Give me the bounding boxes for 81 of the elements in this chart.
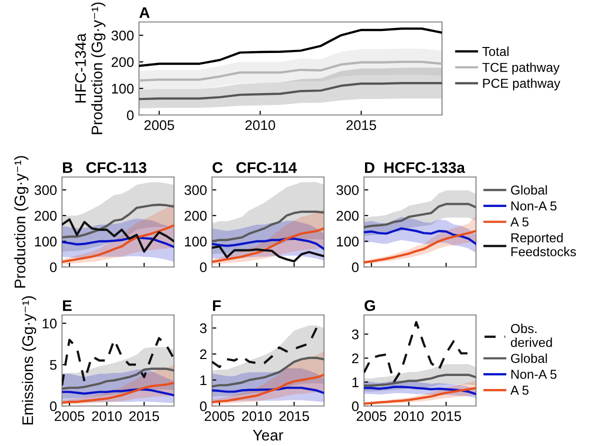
x-tick-label: 2005 <box>204 411 234 422</box>
line-series <box>364 202 476 228</box>
x-tick-label: 2005 <box>144 120 174 130</box>
line-series <box>212 374 324 404</box>
line-series <box>139 60 442 82</box>
y-tick-label: 100 <box>337 236 359 246</box>
legend-label: Global <box>511 185 547 195</box>
y-tick-label: 0 <box>352 262 359 272</box>
line-series <box>212 227 324 263</box>
y-tick-label: 200 <box>34 210 57 221</box>
y-tick-label: 200 <box>336 210 359 221</box>
chart-title: G <box>364 300 375 311</box>
line-series <box>62 218 174 253</box>
line-series <box>62 337 174 386</box>
legend-label: Total <box>482 46 509 56</box>
y-tick-label: 0 <box>352 401 359 412</box>
line-series <box>212 210 324 242</box>
x-tick-label: 2015 <box>431 411 461 422</box>
line-series <box>212 245 324 262</box>
y-tick-label: 1 <box>200 375 206 386</box>
chart-title: C CFC-114 <box>212 162 297 173</box>
legend-label: TCE pathway <box>482 62 560 75</box>
x-tick-label: 2005 <box>356 411 386 422</box>
y-axis-title: Production (Gg·y⁻¹) <box>14 156 28 288</box>
chart-title: D HCFC-133a <box>365 162 466 174</box>
x-axis-title: Year <box>252 430 284 441</box>
y-tick-label: 2 <box>200 349 206 360</box>
line-series <box>364 227 476 245</box>
line-series <box>212 356 324 388</box>
y-tick-label: 300 <box>336 185 359 196</box>
legend-label: Reported Feedstocks <box>511 232 576 256</box>
chart-title: E <box>63 300 72 311</box>
legend-label: PCE pathway <box>483 78 560 90</box>
x-tick-label: 2010 <box>92 411 122 422</box>
y-tick-label: 100 <box>35 236 57 246</box>
chart-title: B CFC-113 <box>63 162 146 174</box>
y-tick-label: 0 <box>200 401 207 412</box>
chart-title: F <box>213 300 221 311</box>
y-tick-label: 200 <box>184 210 207 221</box>
y-tick-label: 3 <box>352 329 359 340</box>
line-series <box>62 236 174 248</box>
chart-title: A <box>139 7 150 18</box>
x-tick-label: 2015 <box>346 120 376 130</box>
x-tick-label: 2005 <box>54 411 84 422</box>
line-series <box>62 204 174 239</box>
line-series <box>212 238 324 250</box>
legend-label: Non-A 5 <box>511 370 556 379</box>
x-tick-label: 2010 <box>242 411 272 422</box>
y-tick-label: 10 <box>42 318 57 328</box>
y-tick-label: 0 <box>200 262 207 272</box>
y-tick-label: 100 <box>112 84 134 94</box>
y-tick-label: 0 <box>50 262 57 272</box>
y-tick-label: 0 <box>126 110 134 120</box>
legend-label: A 5 <box>510 386 528 395</box>
line-series <box>62 382 174 404</box>
y-tick-label: 2 <box>352 353 358 364</box>
y-tick-label: 300 <box>34 185 57 196</box>
y-tick-label: 0 <box>50 401 57 412</box>
legend-label: Global <box>511 353 547 363</box>
x-tick-label: 2010 <box>245 120 276 130</box>
line-series <box>364 374 476 387</box>
legend-label: Obs. derived <box>510 324 552 348</box>
line-series <box>364 230 476 264</box>
y-tick-label: 3 <box>200 323 207 334</box>
legend-label: Non-A 5 <box>511 202 556 211</box>
y-axis-title: HFC-134a Production (Gg·y⁻¹) <box>75 2 106 134</box>
y-tick-label: 200 <box>112 57 134 68</box>
y-axis-title: Emissions (Gg·y⁻¹) <box>22 296 36 424</box>
x-tick-label: 2010 <box>394 411 424 422</box>
y-tick-label: 300 <box>112 30 134 40</box>
line-series <box>139 28 442 67</box>
legend-label: A 5 <box>510 217 528 226</box>
line-series <box>139 82 442 100</box>
y-tick-label: 300 <box>184 185 207 196</box>
y-tick-label: 1 <box>352 378 358 388</box>
y-tick-label: 100 <box>185 236 207 246</box>
x-tick-label: 2015 <box>129 411 159 422</box>
line-series <box>364 386 476 396</box>
x-tick-label: 2015 <box>279 411 309 422</box>
line-series <box>62 368 174 390</box>
y-tick-label: 5 <box>50 360 57 370</box>
